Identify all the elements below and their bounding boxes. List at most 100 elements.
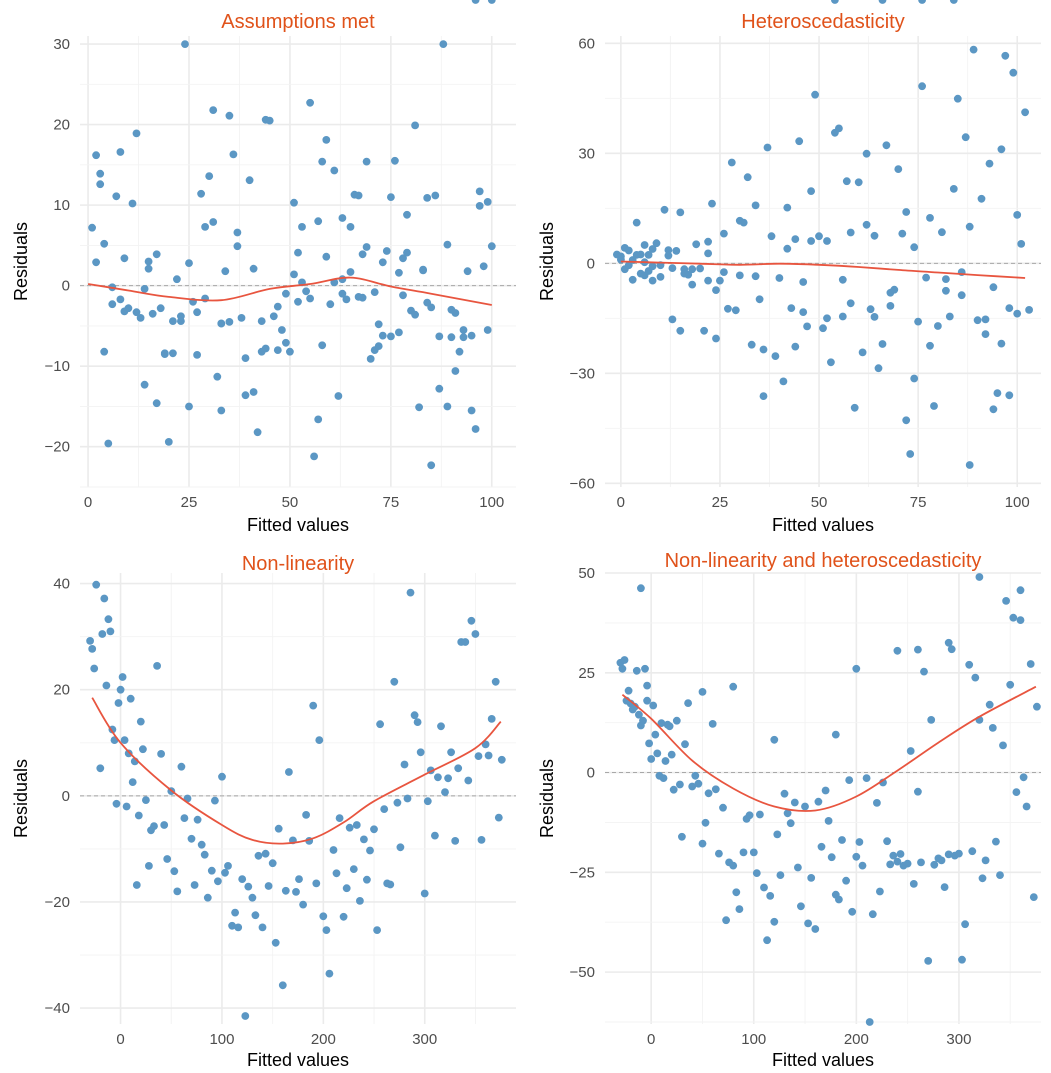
residual-point	[870, 313, 879, 321]
residual-point	[374, 342, 383, 350]
residual-point	[688, 280, 697, 289]
residual-point	[791, 235, 800, 244]
residual-point	[862, 220, 871, 229]
residual-point	[766, 892, 775, 900]
residual-point	[447, 333, 456, 342]
residual-point	[459, 326, 468, 334]
residual-point	[906, 450, 915, 458]
residual-point	[356, 897, 364, 905]
residual-point	[1009, 613, 1018, 622]
residual-point	[704, 276, 712, 285]
y-axis-title: Residuals	[11, 759, 31, 838]
residual-point	[855, 838, 864, 846]
residual-point	[676, 208, 685, 217]
residual-point	[157, 750, 166, 758]
residual-point	[632, 666, 641, 675]
residual-point	[698, 688, 707, 696]
residual-point	[624, 246, 633, 255]
residual-point	[790, 798, 799, 807]
residual-point	[787, 304, 796, 312]
residual-point	[760, 883, 768, 892]
residual-point	[238, 875, 247, 883]
residual-point	[953, 94, 962, 103]
residual-point	[193, 308, 202, 317]
residual-point	[134, 811, 143, 820]
residual-point	[878, 340, 887, 348]
residual-point	[106, 627, 115, 636]
residual-point	[1005, 304, 1014, 312]
residual-point	[704, 237, 712, 246]
residual-point	[370, 825, 378, 834]
residual-point	[903, 859, 912, 868]
residual-point	[651, 730, 660, 739]
x-axis-title: Fitted values	[772, 515, 874, 535]
residual-point	[269, 312, 278, 321]
residual-point	[640, 241, 649, 249]
residual-point	[704, 249, 712, 258]
residual-point	[160, 349, 169, 358]
y-tick-label: 30	[578, 145, 595, 162]
residual-point	[815, 232, 823, 241]
residual-point	[487, 0, 496, 4]
residual-point	[667, 750, 676, 759]
residual-point	[423, 298, 432, 307]
residual-point	[257, 317, 266, 325]
residual-point	[644, 251, 653, 259]
residual-point	[1009, 68, 1018, 77]
residual-point	[876, 887, 884, 896]
y-tick-label: 30	[53, 36, 70, 53]
residual-point	[643, 696, 651, 705]
residual-point	[411, 310, 419, 319]
residual-point	[346, 268, 355, 276]
residual-point	[660, 205, 669, 214]
residual-point	[845, 776, 854, 784]
residual-point	[712, 286, 720, 294]
residual-point	[399, 291, 407, 300]
residual-point	[334, 392, 343, 400]
residual-point	[770, 917, 779, 926]
residual-point	[965, 222, 974, 231]
residual-point	[850, 403, 859, 412]
residual-point	[318, 157, 327, 166]
residual-point	[854, 178, 863, 187]
residual-point	[1033, 702, 1041, 711]
residual-point	[152, 250, 161, 259]
residual-point	[253, 428, 262, 437]
residual-point	[487, 242, 496, 251]
residual-point	[380, 805, 389, 813]
residual-point	[416, 748, 425, 757]
y-tick-label: −30	[570, 365, 595, 382]
residual-point	[926, 341, 934, 350]
residual-point	[112, 799, 121, 808]
x-axis-title: Fitted values	[247, 515, 349, 535]
residual-point	[346, 223, 355, 231]
residual-point	[678, 832, 686, 841]
residual-point	[258, 923, 267, 932]
residual-point	[273, 346, 282, 354]
y-tick-label: −20	[45, 894, 70, 911]
residual-point	[681, 740, 689, 749]
y-tick-label: 20	[53, 682, 70, 699]
residual-point	[390, 677, 399, 686]
residual-point	[169, 317, 177, 325]
residual-point	[635, 710, 643, 719]
residual-point	[218, 772, 226, 781]
residual-point	[898, 229, 907, 238]
residual-point	[268, 859, 277, 868]
residual-point	[177, 312, 185, 321]
residual-point	[314, 217, 323, 226]
residual-point	[817, 842, 826, 851]
residual-point	[958, 955, 966, 964]
residual-point	[878, 0, 887, 4]
residual-point	[664, 251, 673, 260]
y-tick-label: 40	[53, 576, 70, 593]
residual-point	[811, 90, 819, 99]
residual-point	[645, 739, 653, 748]
residual-point	[1026, 660, 1035, 668]
residual-point	[225, 318, 234, 326]
residual-point	[676, 326, 685, 335]
residual-point	[862, 149, 871, 158]
residual-point	[944, 638, 953, 647]
residual-point	[185, 259, 193, 267]
residual-point	[942, 286, 950, 295]
